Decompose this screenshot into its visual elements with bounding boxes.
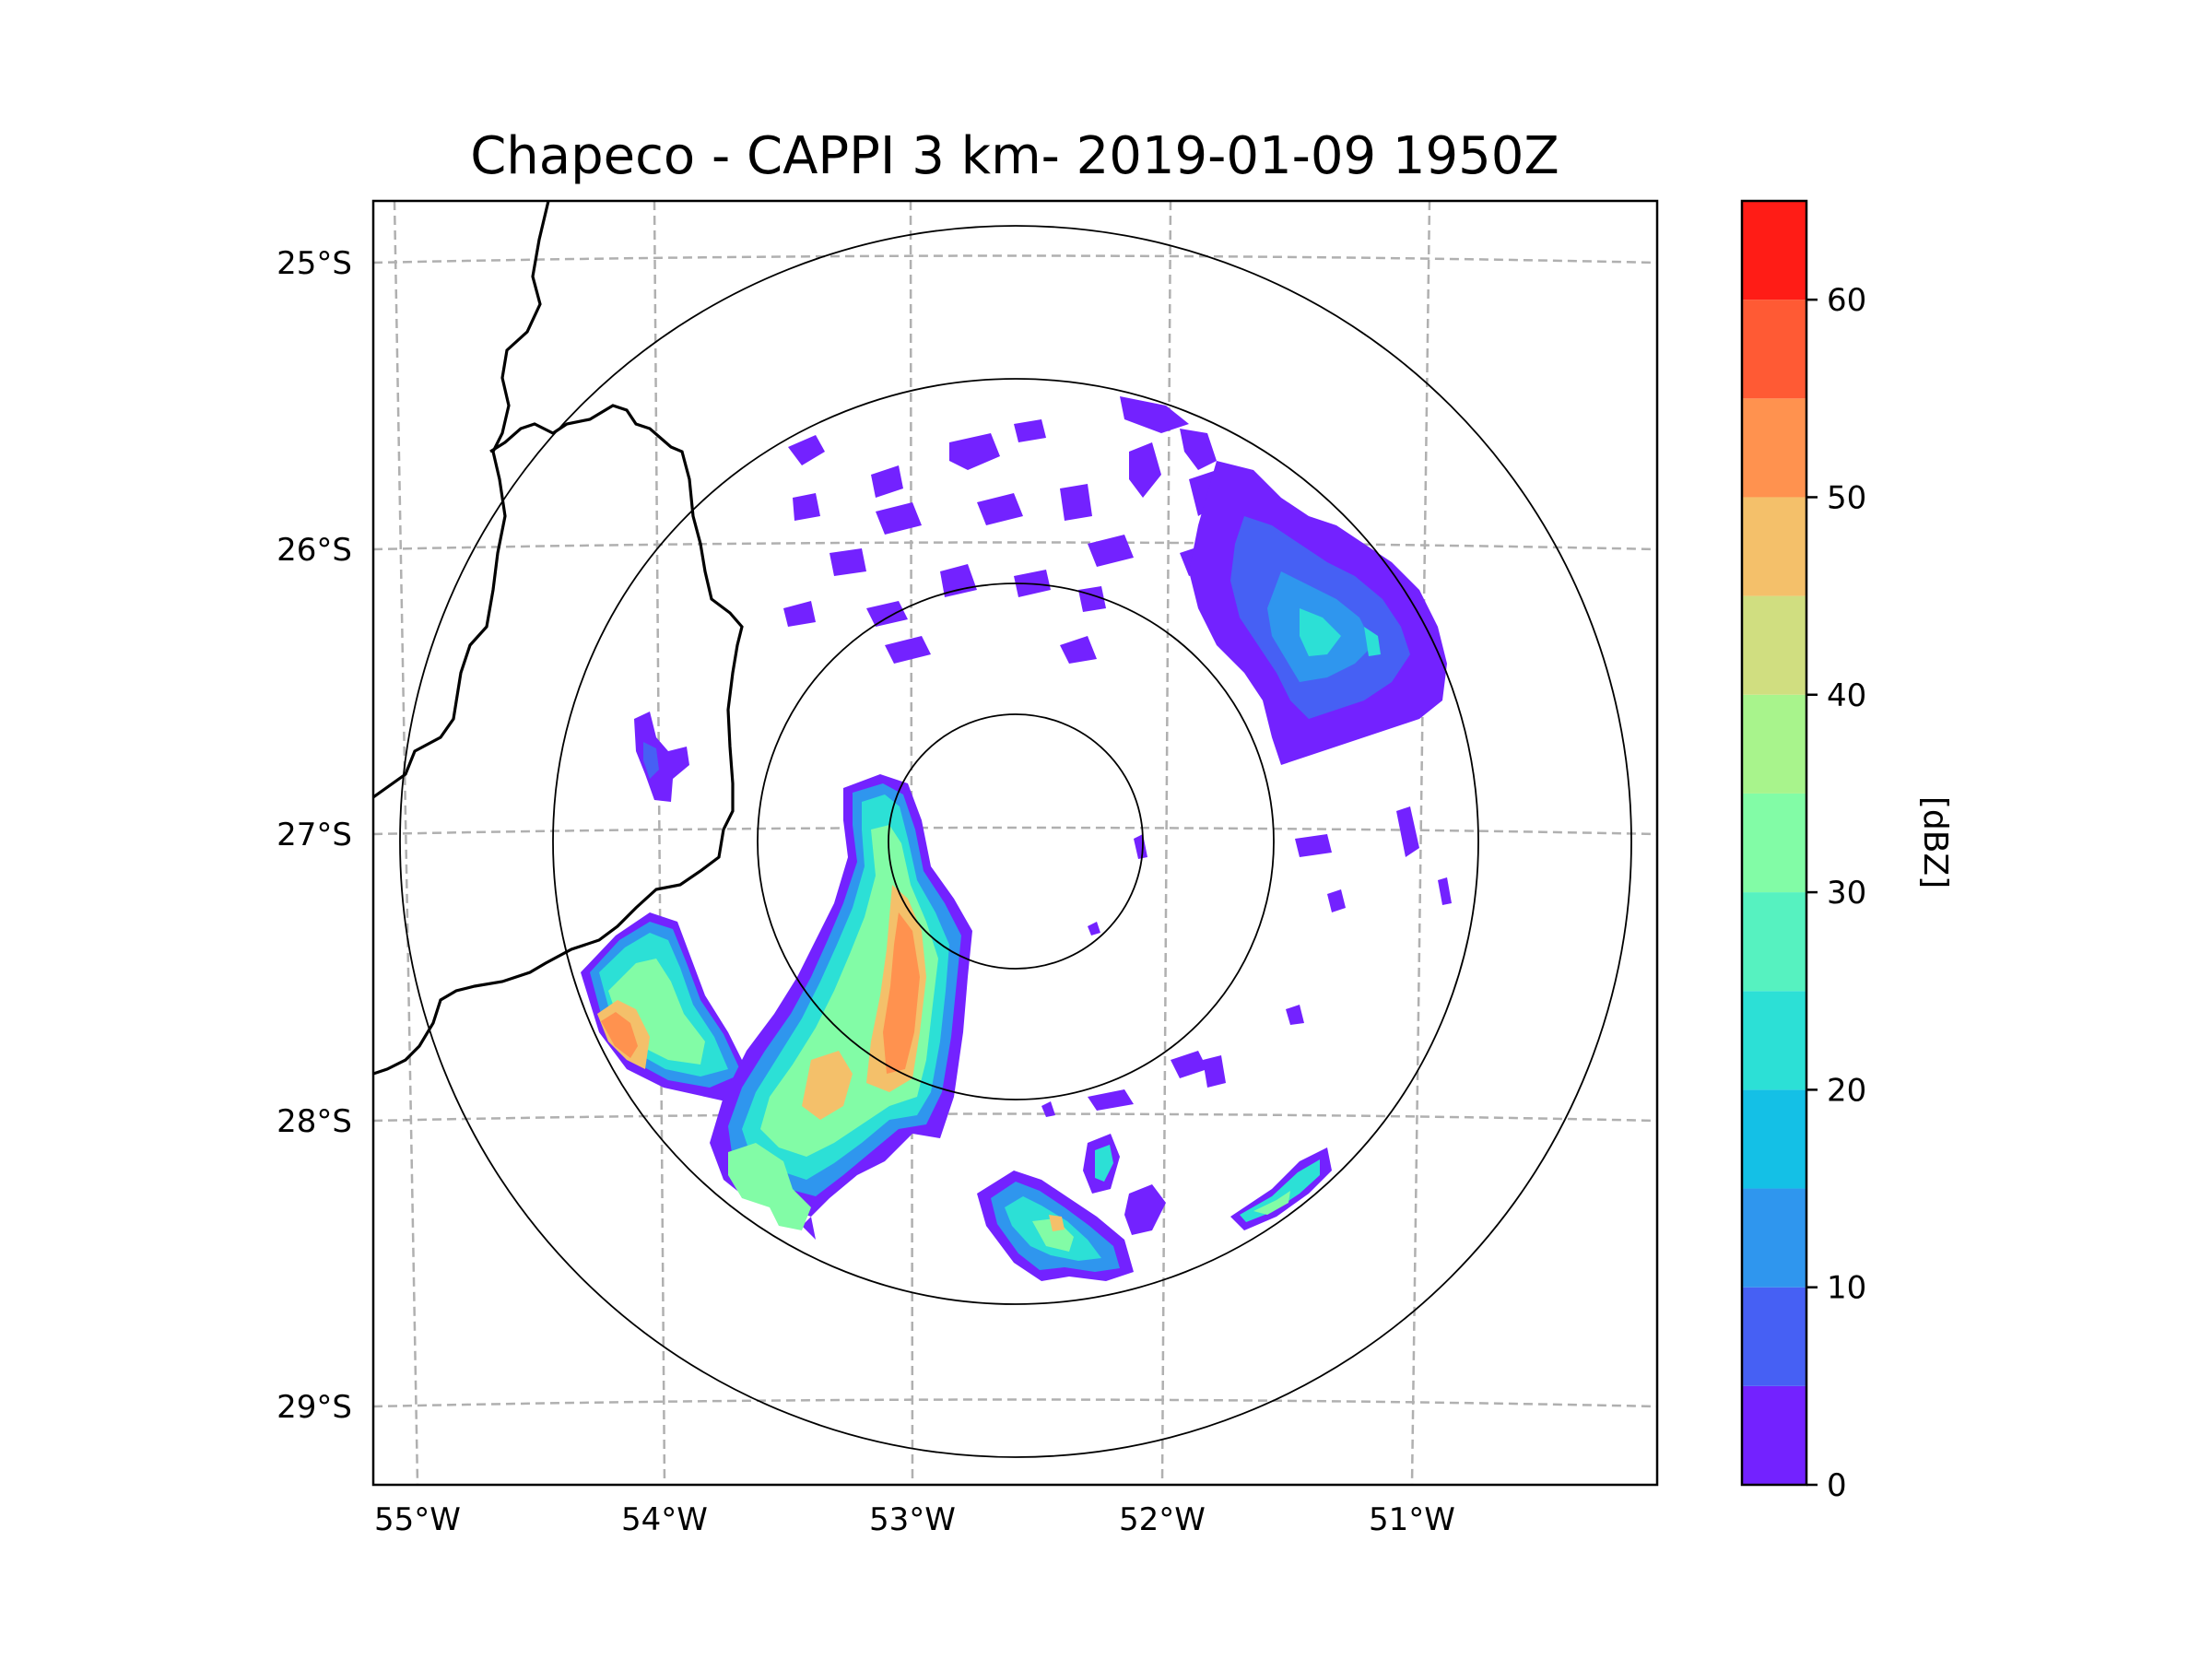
lat-label: 28°S [276,1103,352,1140]
lon-gridline-54 [653,201,666,1485]
echo-south-cells [977,1134,1166,1281]
lon-gridline-51 [1410,201,1431,1485]
colorbar-segments [1742,201,1806,1485]
lat-gridline-26 [373,541,1657,551]
colorbar-segment [1742,1089,1806,1189]
lat-label: 27°S [276,817,352,853]
border-line-west [373,201,550,799]
lat-gridline-27 [373,826,1657,836]
lat-label: 25°S [276,245,352,282]
colorbar-tick-label: 50 [1827,479,1866,516]
colorbar-segment [1742,1385,1806,1485]
colorbar-segment [1742,991,1806,1090]
range-ring-100km [757,582,1275,1100]
map-frame [371,199,1659,1487]
lon-axis: 55°W 54°W 53°W 52°W 51°W [374,1501,1455,1538]
colorbar-label: [dBZ] [1916,796,1954,888]
lat-label: 29°S [276,1389,352,1426]
range-ring-150km [552,378,1479,1305]
lat-gridline-29 [373,1398,1657,1408]
colorbar-tick-label: 20 [1827,1072,1866,1109]
lat-gridline-28 [373,1112,1657,1123]
colorbar-tick-label: 30 [1827,875,1866,912]
colorbar-segment [1742,300,1806,399]
lon-gridline-55 [393,201,419,1485]
echo-northern-scattered [783,396,1452,1111]
colorbar-segment [1742,793,1806,893]
echo-near-radar [1041,834,1147,1117]
echo-northwest-cell [634,712,689,802]
map-axes [371,199,1659,1487]
lon-label: 51°W [1369,1501,1455,1538]
echo-southeast-cell [1230,1147,1332,1230]
lon-label: 54°W [621,1501,708,1538]
figure-title: Chapeco - CAPPI 3 km- 2019-01-09 1950Z [470,126,1559,186]
colorbar-segment [1742,595,1806,695]
border-line-argentina [373,404,744,1076]
lon-label: 53°W [869,1501,956,1538]
lat-label: 26°S [276,532,352,569]
echo-central-cluster [710,774,972,1240]
echo-northeast-band [1189,461,1447,765]
map-background [373,201,1657,1485]
country-borders [373,201,744,1076]
lon-label: 52°W [1119,1501,1206,1538]
lat-gridline-25 [373,254,1657,265]
colorbar-segment [1742,398,1806,498]
colorbar-segment [1742,1287,1806,1386]
colorbar-tick-label: 40 [1827,677,1866,714]
lon-label: 55°W [374,1501,461,1538]
colorbar-segment [1742,694,1806,794]
colorbar-segment [1742,497,1806,596]
colorbar-ticks: 0 10 20 30 40 50 60 [1806,282,1866,1504]
colorbar-segment [1742,892,1806,992]
colorbar-tick-label: 60 [1827,282,1866,319]
colorbar: 0 10 20 30 40 50 60 [dBZ] [1740,199,1954,1504]
lat-axis: 25°S 26°S 27°S 28°S 29°S [276,245,352,1426]
echo-west-cluster [581,912,788,1129]
gridlines [373,201,1657,1485]
colorbar-segment [1742,201,1806,300]
colorbar-tick-label: 0 [1827,1467,1847,1504]
range-ring-50km [888,713,1144,970]
colorbar-tick-label: 10 [1827,1270,1866,1307]
range-rings [399,225,1632,1458]
radar-echoes [581,396,1452,1281]
colorbar-segment [1742,1188,1806,1288]
colorbar-frame [1740,199,1808,1487]
range-ring-200km [399,225,1632,1458]
